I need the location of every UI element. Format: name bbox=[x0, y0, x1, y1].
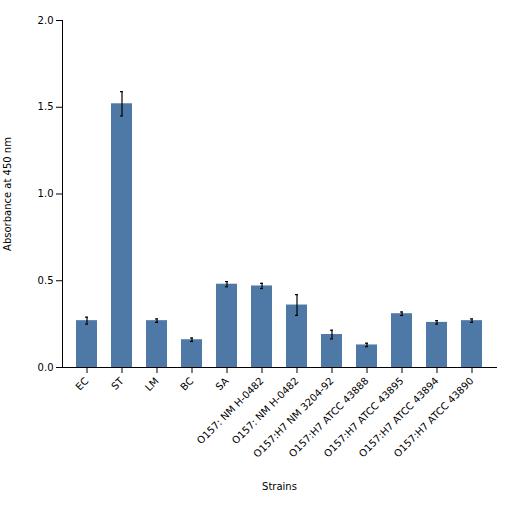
svg-text:EC: EC bbox=[73, 375, 90, 392]
svg-text:O157: NM H-0482: O157: NM H-0482 bbox=[230, 375, 301, 446]
svg-text:O157:H7 ATCC 43888: O157:H7 ATCC 43888 bbox=[286, 375, 371, 460]
svg-text:2.0: 2.0 bbox=[38, 15, 54, 26]
svg-text:1.0: 1.0 bbox=[38, 188, 54, 199]
svg-text:ST: ST bbox=[109, 375, 126, 392]
svg-text:0.5: 0.5 bbox=[38, 275, 54, 286]
svg-text:BC: BC bbox=[178, 375, 195, 392]
svg-text:SA: SA bbox=[213, 375, 230, 392]
svg-text:O157:H7 ATCC 43894: O157:H7 ATCC 43894 bbox=[356, 375, 441, 460]
svg-text:Strains: Strains bbox=[262, 481, 297, 492]
svg-text:0.0: 0.0 bbox=[38, 362, 54, 373]
svg-text:O157:H7 ATCC 43890: O157:H7 ATCC 43890 bbox=[392, 375, 476, 459]
svg-text:O157:H7 ATCC 43895: O157:H7 ATCC 43895 bbox=[321, 375, 406, 460]
svg-text:O157:H7 NM 3204-92: O157:H7 NM 3204-92 bbox=[251, 375, 336, 460]
svg-text:O157: NM H-0482: O157: NM H-0482 bbox=[195, 375, 266, 446]
svg-text:1.5: 1.5 bbox=[38, 101, 54, 112]
svg-text:Absorbance at 450 nm: Absorbance at 450 nm bbox=[2, 137, 13, 251]
svg-text:LM: LM bbox=[143, 375, 161, 393]
